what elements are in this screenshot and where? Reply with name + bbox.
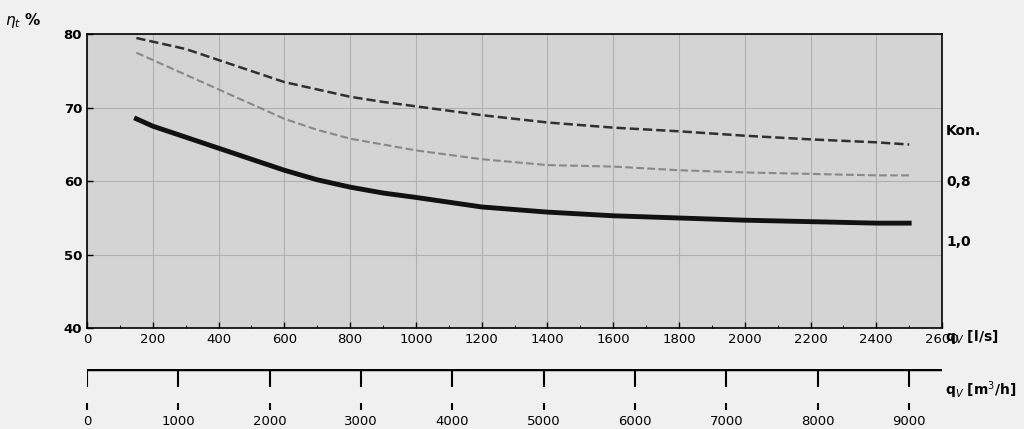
Text: q$_V$ [m$^3$/h]: q$_V$ [m$^3$/h] xyxy=(945,380,1017,401)
Text: 1,0: 1,0 xyxy=(946,236,971,249)
Text: Kon.: Kon. xyxy=(946,124,981,138)
Text: q$_V$ [l/s]: q$_V$ [l/s] xyxy=(945,328,998,346)
Text: $\eta_t$ %: $\eta_t$ % xyxy=(5,11,42,30)
Text: 0,8: 0,8 xyxy=(946,175,971,189)
